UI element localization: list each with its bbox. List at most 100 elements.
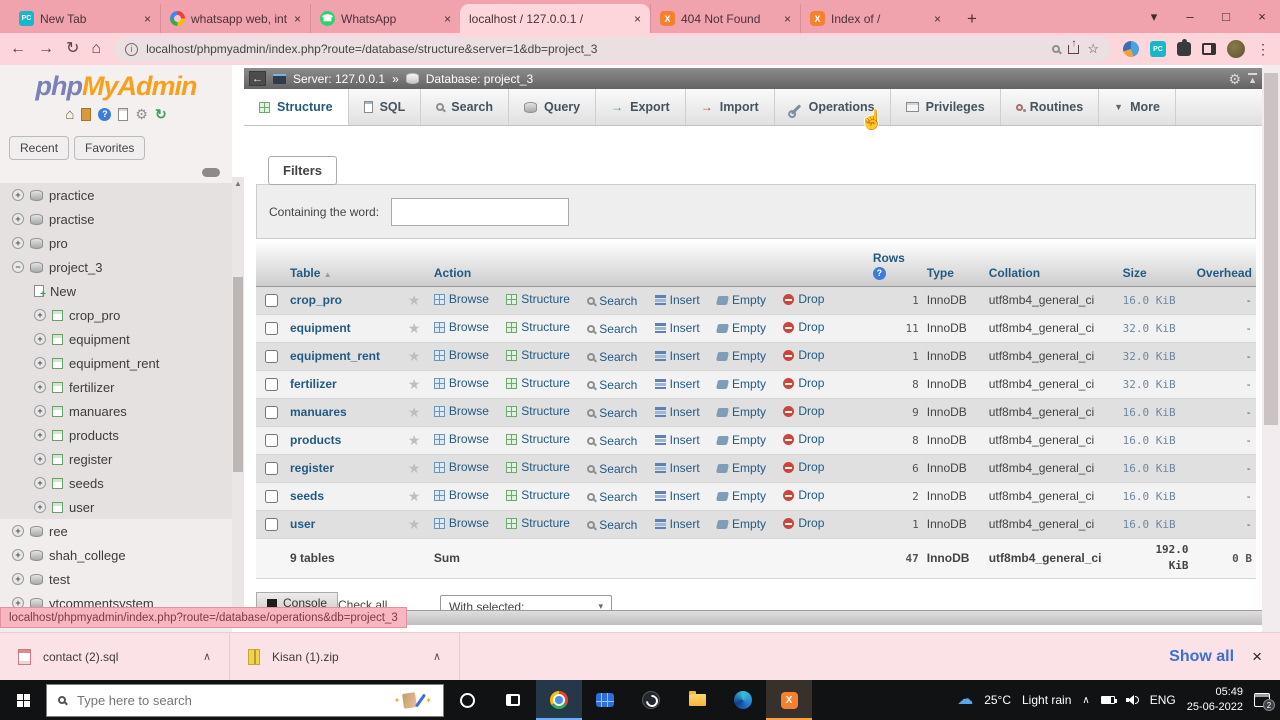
browser-tab-whatsapp[interactable]: ☎ WhatsApp × [310,4,460,33]
row-checkbox[interactable] [264,433,278,447]
row-checkbox[interactable] [264,461,278,475]
tree-db-ree[interactable]: + ree [0,519,232,543]
insert-link[interactable]: Insert [654,461,700,475]
expand-icon[interactable]: + [34,501,46,513]
phpmyadmin-logo[interactable]: phpMyAdmin [35,71,198,101]
structure-link[interactable]: Structure [506,292,570,306]
structure-link[interactable]: Structure [506,320,570,334]
empty-link[interactable]: Empty [716,321,766,335]
structure-link[interactable]: Structure [506,516,570,530]
browse-link[interactable]: Browse [433,460,489,474]
scroll-up-arrow[interactable]: ▲ [234,179,242,188]
page-selector-pill[interactable] [202,168,220,177]
table-name-link[interactable]: fertilizer [289,377,337,391]
log-out-icon[interactable] [81,107,92,121]
home-button[interactable]: ⌂ [91,40,102,57]
drop-link[interactable]: Drop [783,292,824,306]
table-name-link[interactable]: manuares [289,405,347,419]
search-link[interactable]: Search [587,378,637,392]
tab-search[interactable]: Search [421,89,509,125]
favorite-star-icon[interactable]: ★ [407,515,421,532]
drop-link[interactable]: Drop [783,516,824,530]
weather-temp[interactable]: 25°C [984,693,1011,707]
empty-link[interactable]: Empty [716,349,766,363]
favorite-star-icon[interactable]: ★ [407,487,421,504]
idm-extension-icon[interactable] [1123,41,1139,57]
download-item-sql[interactable]: contact (2).sql ∧ [0,633,230,680]
table-name-link[interactable]: user [289,517,316,531]
tree-table-equipment[interactable]: + equipment [0,327,232,351]
taskbar-search-input[interactable] [75,691,385,709]
tab-import[interactable]: → Import [686,89,775,125]
forward-button[interactable]: → [38,40,54,57]
browse-link[interactable]: Browse [433,292,489,306]
expand-icon[interactable]: + [34,357,46,369]
tab-query[interactable]: Query [509,89,597,125]
search-highlights-illustration[interactable]: ✦ ✦ [394,691,432,709]
browse-link[interactable]: Browse [433,376,489,390]
notification-center-icon[interactable]: 2 [1254,693,1275,711]
search-link[interactable]: Search [587,322,637,336]
search-link[interactable]: Search [587,406,637,420]
tab-structure[interactable]: Structure [244,89,349,125]
taskbar-search-box[interactable]: ✦ ✦ [46,683,444,717]
row-checkbox[interactable] [264,517,278,531]
scroll-to-top-icon[interactable]: ▲ [1248,72,1257,85]
drop-link[interactable]: Drop [783,404,824,418]
expand-icon[interactable]: + [34,453,46,465]
show-all-downloads-button[interactable]: Show all [1169,647,1235,665]
browser-tab-localhost-active[interactable]: A localhost / 127.0.0.1 / × [460,4,1280,636]
recent-button[interactable]: Recent [9,136,70,160]
expand-icon[interactable]: + [12,213,24,225]
empty-link[interactable]: Empty [716,433,766,447]
tab-close-icon[interactable]: × [143,11,151,26]
insert-link[interactable]: Insert [654,349,700,363]
tree-table-user[interactable]: + user [0,495,232,519]
share-icon[interactable] [1068,38,1080,54]
row-checkbox[interactable] [264,377,278,391]
weather-desc[interactable]: Light rain [1022,693,1072,707]
structure-link[interactable]: Structure [506,404,570,418]
structure-link[interactable]: Structure [506,488,570,502]
documentation-icon[interactable] [118,107,129,121]
tree-db-project-3[interactable]: − project_3 [0,255,232,279]
edge-taskbar-button[interactable] [720,680,766,720]
reload-button[interactable]: ↻ [66,40,80,57]
header-overhead[interactable]: Overhead [1192,240,1256,287]
bookmark-star-icon[interactable]: ☆ [1087,41,1099,56]
table-name-link[interactable]: equipment_rent [289,349,380,363]
tree-db-pro[interactable]: + pro [0,231,232,255]
table-name-link[interactable]: crop_pro [289,293,342,307]
empty-link[interactable]: Empty [716,489,766,503]
sidebar-scrollbar[interactable]: ▲ [232,177,244,624]
insert-link[interactable]: Insert [654,377,700,391]
address-bar[interactable]: i localhost/phpmyadmin/index.php?route=/… [113,36,1111,62]
obs-taskbar-button[interactable] [628,680,674,720]
tree-table-seeds[interactable]: + seeds [0,471,232,495]
chevron-up-icon[interactable]: ∧ [202,651,211,663]
drop-link[interactable]: Drop [783,432,824,446]
expand-icon[interactable]: + [12,189,24,201]
collapse-icon[interactable]: − [12,261,24,273]
search-link[interactable]: Search [587,434,637,448]
browser-menu-icon[interactable]: ⋮ [1256,40,1270,57]
expand-icon[interactable]: + [34,405,46,417]
tree-table-equipment-rent[interactable]: + equipment_rent [0,351,232,375]
tree-db-test[interactable]: + test [0,567,232,591]
chevron-up-icon[interactable]: ∧ [432,651,441,663]
home-icon[interactable]: ⌂ [65,105,75,123]
expand-icon[interactable]: + [12,597,24,609]
back-button[interactable]: ← [10,40,26,57]
language-indicator[interactable]: ENG [1149,693,1176,707]
browse-link[interactable]: Browse [433,320,489,334]
structure-link[interactable]: Structure [506,460,570,474]
header-size[interactable]: Size [1118,240,1193,287]
tree-table-crop-pro[interactable]: + crop_pro [0,303,232,327]
search-link[interactable]: Search [587,462,637,476]
drop-link[interactable]: Drop [783,460,824,474]
console-bar[interactable] [244,610,1262,625]
zoom-icon[interactable] [1052,45,1061,53]
tab-close-icon[interactable]: × [293,11,301,26]
favorite-star-icon[interactable]: ★ [407,375,421,392]
rows-help-icon[interactable]: ? [872,266,886,280]
